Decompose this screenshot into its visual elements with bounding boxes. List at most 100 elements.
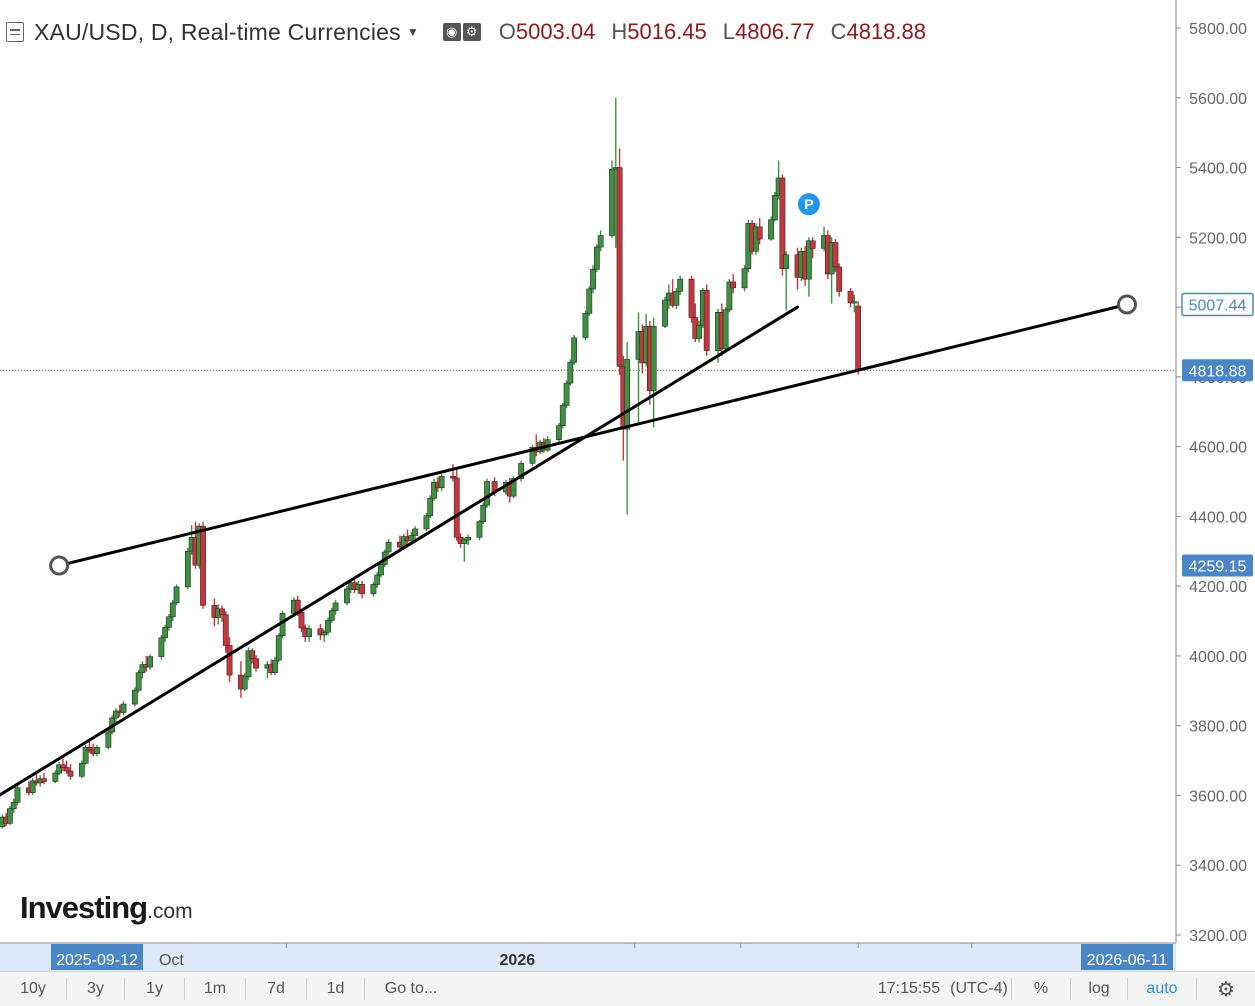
- symbol-menu-icon[interactable]: [6, 22, 24, 42]
- candle[interactable]: [696, 321, 702, 343]
- candle[interactable]: [241, 673, 248, 691]
- candle[interactable]: [131, 687, 138, 707]
- candle[interactable]: [374, 572, 381, 588]
- trendline-handle[interactable]: [49, 555, 70, 576]
- candle[interactable]: [427, 495, 434, 519]
- candle[interactable]: [135, 669, 142, 693]
- goto-button[interactable]: Go to...: [384, 980, 438, 997]
- candle[interactable]: [253, 655, 259, 672]
- range-10y-button[interactable]: 10y: [20, 980, 46, 997]
- range-1d-button[interactable]: 1d: [326, 980, 345, 997]
- candle[interactable]: [832, 239, 839, 273]
- candle[interactable]: [219, 605, 225, 622]
- candle[interactable]: [378, 561, 384, 578]
- candle[interactable]: [78, 760, 85, 779]
- candle[interactable]: [370, 581, 377, 597]
- candle[interactable]: [806, 237, 812, 297]
- candle[interactable]: [56, 762, 63, 776]
- candle[interactable]: [673, 287, 680, 309]
- candle[interactable]: [222, 611, 229, 653]
- candle[interactable]: [385, 539, 392, 555]
- settings-gear-icon[interactable]: ⚙: [1217, 978, 1235, 1001]
- marker-badge[interactable]: [797, 193, 820, 216]
- candle[interactable]: [855, 301, 862, 375]
- candle[interactable]: [593, 244, 600, 273]
- auto-toggle[interactable]: auto: [1146, 980, 1178, 997]
- candle[interactable]: [359, 580, 365, 599]
- candle[interactable]: [484, 478, 490, 508]
- candle[interactable]: [783, 251, 790, 311]
- candle[interactable]: [166, 614, 172, 631]
- candle[interactable]: [306, 625, 312, 642]
- candle[interactable]: [158, 634, 165, 660]
- candle[interactable]: [10, 798, 17, 813]
- range-7d-button[interactable]: 7d: [267, 980, 285, 997]
- percent-toggle[interactable]: %: [1033, 980, 1049, 997]
- candle[interactable]: [571, 334, 578, 365]
- candle[interactable]: [272, 656, 278, 676]
- candle[interactable]: [41, 772, 47, 785]
- trendline-1[interactable]: [0, 305, 800, 851]
- candle[interactable]: [726, 279, 733, 313]
- log-toggle[interactable]: log: [1088, 980, 1110, 997]
- candle[interactable]: [518, 460, 525, 482]
- candle[interactable]: [162, 624, 169, 642]
- candle[interactable]: [741, 265, 748, 292]
- candle[interactable]: [461, 538, 468, 562]
- candle[interactable]: [730, 273, 737, 294]
- candle[interactable]: [147, 654, 153, 670]
- eye-icon[interactable]: ◉: [442, 23, 461, 41]
- candle[interactable]: [582, 310, 589, 341]
- candle[interactable]: [476, 519, 483, 541]
- candle[interactable]: [609, 160, 615, 239]
- candle[interactable]: [344, 586, 350, 606]
- candle[interactable]: [851, 294, 858, 313]
- candle[interactable]: [325, 617, 331, 635]
- candle[interactable]: [809, 237, 816, 259]
- candle[interactable]: [184, 547, 191, 589]
- candle[interactable]: [29, 778, 36, 795]
- candle[interactable]: [480, 502, 487, 525]
- candle[interactable]: [779, 174, 786, 276]
- candle[interactable]: [82, 744, 89, 765]
- candle[interactable]: [559, 403, 566, 429]
- candle[interactable]: [412, 526, 418, 540]
- range-3y-button[interactable]: 3y: [87, 980, 104, 997]
- candle[interactable]: [688, 275, 695, 323]
- candle[interactable]: [249, 648, 256, 663]
- candle[interactable]: [465, 534, 472, 545]
- candle[interactable]: [771, 191, 778, 222]
- candle[interactable]: [63, 760, 70, 774]
- trendline-2[interactable]: [57, 302, 1129, 568]
- candle[interactable]: [321, 629, 328, 642]
- symbol-title[interactable]: XAU/USD, D, Real-time Currencies: [34, 18, 401, 45]
- candle[interactable]: [556, 422, 562, 443]
- candle[interactable]: [768, 216, 774, 241]
- candle[interactable]: [453, 467, 460, 541]
- candle[interactable]: [703, 284, 710, 356]
- candle[interactable]: [563, 380, 570, 409]
- candle[interactable]: [450, 464, 456, 482]
- candle[interactable]: [756, 218, 763, 245]
- candle[interactable]: [200, 521, 206, 609]
- candle[interactable]: [317, 623, 324, 641]
- candle[interactable]: [105, 729, 112, 750]
- candle[interactable]: [332, 600, 339, 615]
- candle[interactable]: [677, 275, 684, 295]
- candle[interactable]: [139, 661, 146, 679]
- candle[interactable]: [120, 701, 127, 716]
- candle[interactable]: [173, 584, 180, 606]
- candle[interactable]: [423, 512, 430, 532]
- timezone-button[interactable]: (UTC-4): [950, 980, 1008, 997]
- candle[interactable]: [169, 600, 176, 622]
- candle[interactable]: [60, 758, 66, 772]
- candle[interactable]: [94, 744, 100, 757]
- candle[interactable]: [847, 287, 854, 308]
- candle[interactable]: [14, 784, 21, 806]
- chevron-down-icon[interactable]: ▼: [406, 25, 419, 39]
- candle[interactable]: [431, 478, 437, 501]
- range-1m-button[interactable]: 1m: [203, 980, 227, 997]
- candle[interactable]: [567, 359, 574, 386]
- candle[interactable]: [67, 764, 74, 780]
